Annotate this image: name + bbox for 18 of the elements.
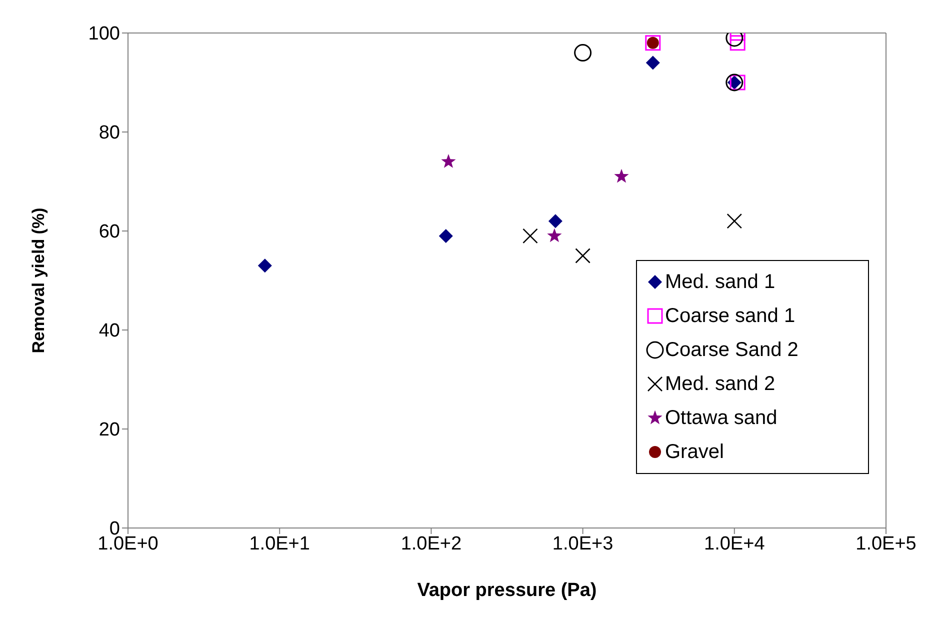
x-tick-label: 1.0E+3: [552, 533, 614, 554]
y-tick-label: 40: [98, 320, 120, 342]
x-tick-label: 1.0E+1: [249, 533, 310, 554]
x-tick-label: 1.0E+4: [704, 533, 766, 554]
legend-label: Ottawa sand: [665, 406, 778, 430]
legend-label: Coarse Sand 2: [665, 338, 798, 362]
x-tick-label: 1.0E+2: [400, 533, 462, 554]
y-tick-label: 80: [98, 122, 120, 144]
legend-label: Coarse sand 1: [665, 304, 796, 328]
x-axis-title: Vapor pressure (Pa): [417, 580, 597, 601]
y-axis-title: Removal yield (%): [29, 208, 48, 354]
x-tick-label: 1.0E+5: [856, 533, 916, 554]
y-tick-label: 20: [98, 420, 120, 441]
legend-label: Med. sand 1: [665, 270, 776, 294]
y-tick-label: 100: [88, 24, 120, 45]
legend-label: Gravel: [665, 440, 724, 464]
y-tick-label: 60: [98, 222, 120, 243]
legend-label: Med. sand 2: [665, 372, 776, 396]
